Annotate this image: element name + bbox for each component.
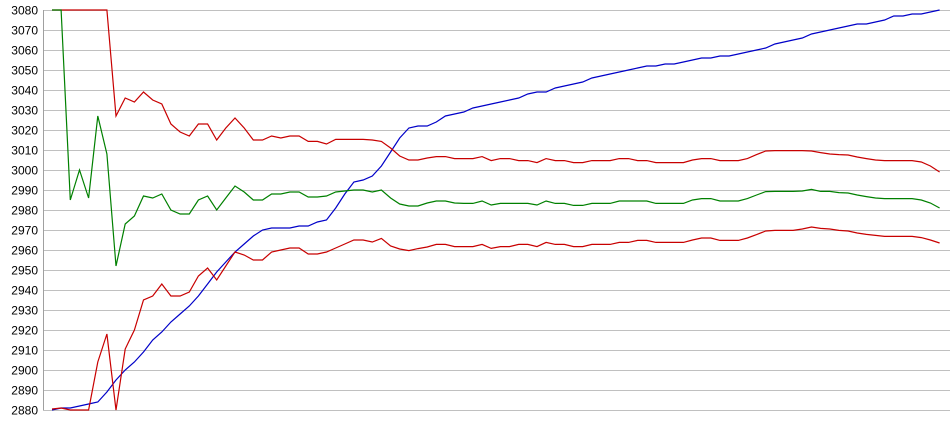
y-tick-label: 2930 — [11, 304, 38, 318]
y-tick-label: 3080 — [11, 4, 38, 18]
y-tick-label: 2910 — [11, 344, 38, 358]
y-tick-label: 3010 — [11, 144, 38, 158]
y-tick-label: 3000 — [11, 164, 38, 178]
y-tick-label: 3070 — [11, 24, 38, 38]
y-tick-label: 2900 — [11, 364, 38, 378]
y-tick-label: 3040 — [11, 84, 38, 98]
series-line-4 — [51, 226, 940, 411]
y-tick-label: 3060 — [11, 44, 38, 58]
plot-area — [51, 9, 940, 411]
series-line-1 — [51, 9, 940, 411]
y-tick-label: 2980 — [11, 204, 38, 218]
y-tick-label: 3030 — [11, 104, 38, 118]
series-line-3 — [52, 9, 940, 267]
y-tick-label: 2920 — [11, 324, 38, 338]
y-tick-label: 3050 — [11, 64, 38, 78]
y-tick-label: 2960 — [11, 244, 38, 258]
y-axis: 3080 3070 3060 3050 3040 3030 3020 3010 3000 2990… — [11, 4, 44, 418]
y-tick-label: 2990 — [11, 184, 38, 198]
y-tick-label: 2970 — [11, 224, 38, 238]
gridlines — [43, 10, 950, 411]
y-tick-label: 3020 — [11, 124, 38, 138]
y-tick-label: 2880 — [11, 404, 38, 418]
y-tick-label: 2950 — [11, 264, 38, 278]
series-line-2 — [52, 9, 940, 173]
y-tick-label: 2940 — [11, 284, 38, 298]
y-tick-label: 2890 — [11, 384, 38, 398]
